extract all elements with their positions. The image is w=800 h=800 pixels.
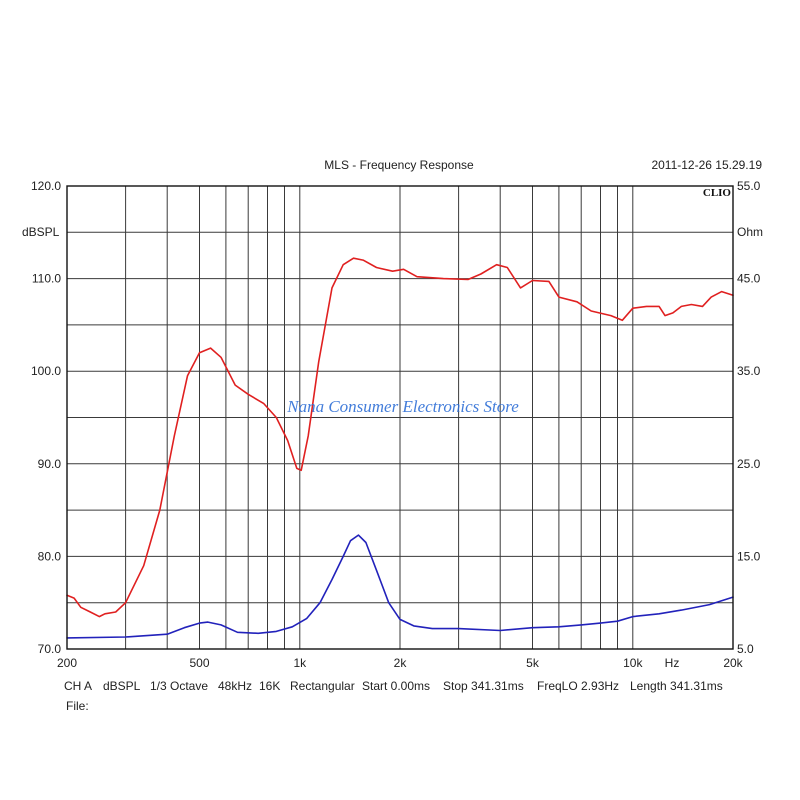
y-tick-label: 120.0 [31, 179, 61, 193]
x-tick-label: 10k [623, 656, 643, 670]
x-tick-label: 200 [57, 656, 77, 670]
y-tick-label: 90.0 [38, 457, 62, 471]
plot-frame [66, 185, 734, 650]
x-tick-label: 1k [293, 656, 307, 670]
y-tick-label: 110.0 [32, 272, 61, 286]
footer-start: Start 0.00ms [362, 679, 430, 693]
y2-tick-label: 35.0 [737, 364, 761, 378]
x-tick-label: 20k [723, 656, 743, 670]
clio-brand-label: CLIO [703, 187, 732, 199]
tick-labels: 200 500 1k 2k 5k 10k 20k 120.0 110.0 100.0 90.0 80.… [31, 179, 761, 670]
y-axis-unit-label: dBSPL [22, 225, 60, 239]
footer-length: Length 341.31ms [630, 679, 723, 693]
chart-timestamp: 2011-12-26 15.29.19 [651, 158, 762, 172]
footer-window: Rectangular [290, 679, 355, 693]
grid [67, 186, 733, 649]
y-tick-label: 80.0 [38, 549, 62, 563]
series-curves [66, 257, 734, 639]
footer-smoothing: 1/3 Octave [150, 679, 208, 693]
footer-unit: dBSPL [103, 679, 141, 693]
x-tick-label: 2k [394, 656, 408, 670]
y2-axis-unit-label: Ohm [737, 225, 763, 239]
x-axis-unit-label: Hz [665, 656, 680, 670]
y2-tick-label: 5.0 [737, 642, 754, 656]
spl-response-line [66, 257, 734, 618]
y2-tick-label: 45.0 [737, 272, 761, 286]
footer-info: CH A dBSPL 1/3 Octave 48kHz 16K Rectangu… [64, 679, 723, 713]
y2-tick-label: 15.0 [737, 549, 761, 563]
footer-fft-size: 16K [259, 679, 280, 693]
footer-freqlo: FreqLO 2.93Hz [537, 679, 619, 693]
y-tick-label: 100.0 [31, 364, 61, 378]
footer-file-label: File: [66, 699, 89, 713]
watermark-text: Nana Consumer Electronics Store [286, 397, 519, 416]
footer-stop: Stop 341.31ms [443, 679, 524, 693]
footer-sample-rate: 48kHz [218, 679, 252, 693]
y2-tick-label: 25.0 [737, 457, 761, 471]
chart-title: MLS - Frequency Response [324, 158, 474, 172]
x-tick-label: 500 [189, 656, 209, 670]
x-tick-label: 5k [526, 656, 540, 670]
y2-tick-label: 55.0 [737, 179, 761, 193]
y-tick-label: 70.0 [38, 642, 62, 656]
impedance-line [66, 534, 734, 639]
footer-channel: CH A [64, 679, 92, 693]
